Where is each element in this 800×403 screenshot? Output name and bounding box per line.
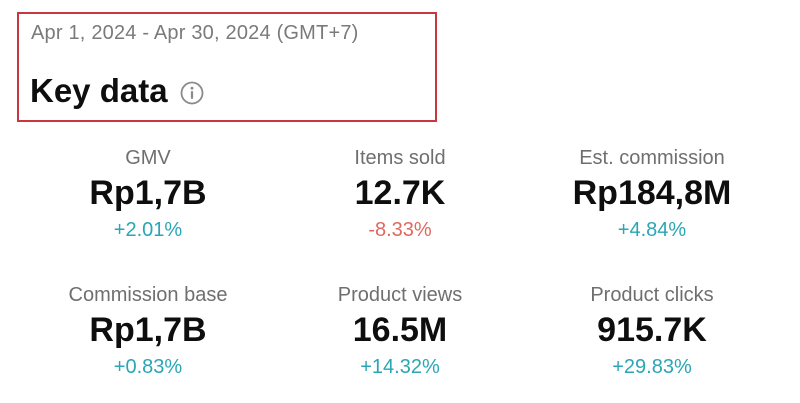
metric-change: +14.32% [360, 356, 440, 378]
metric-change: -8.33% [368, 219, 432, 241]
metric-value: 12.7K [354, 174, 446, 212]
metric-label: Product views [337, 284, 463, 306]
metric-label: GMV [125, 147, 171, 169]
metric-gmv: GMV Rp1,7B +2.01% [28, 147, 268, 242]
metric-est-commission: Est. commission Rp184,8M +4.84% [532, 147, 772, 242]
date-range: Apr 1, 2024 - Apr 30, 2024 (GMT+7) [31, 22, 359, 44]
metric-commission-base: Commission base Rp1,7B +0.83% [28, 284, 268, 379]
highlight-box [17, 12, 437, 122]
metric-change: +2.01% [113, 219, 183, 241]
metric-items-sold: Items sold 12.7K -8.33% [280, 147, 520, 242]
metric-value: Rp184,8M [572, 174, 732, 212]
info-icon[interactable] [180, 81, 204, 105]
metric-value: 16.5M [352, 311, 448, 349]
key-data-header: Key data [30, 72, 204, 110]
metric-label: Items sold [354, 147, 446, 169]
metric-product-clicks: Product clicks 915.7K +29.83% [532, 284, 772, 379]
metric-value: Rp1,7B [89, 174, 207, 212]
page-title: Key data [30, 72, 168, 109]
metric-change: +0.83% [113, 356, 183, 378]
metric-product-views: Product views 16.5M +14.32% [280, 284, 520, 379]
metric-change: +4.84% [617, 219, 687, 241]
metric-value: 915.7K [597, 311, 707, 349]
metric-label: Commission base [68, 284, 228, 306]
metric-label: Product clicks [590, 284, 714, 306]
metric-label: Est. commission [579, 147, 725, 169]
metric-change: +29.83% [612, 356, 692, 378]
metric-value: Rp1,7B [89, 311, 207, 349]
